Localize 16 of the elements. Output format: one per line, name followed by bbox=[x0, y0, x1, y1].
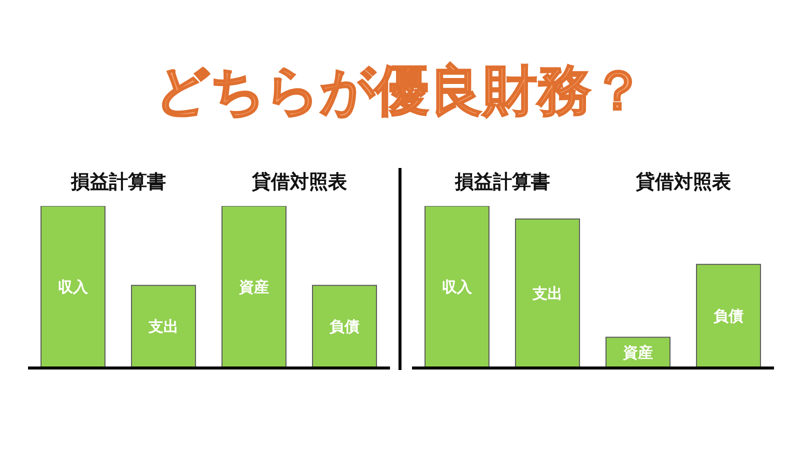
x-tick-label: 収入 bbox=[442, 278, 473, 296]
text: 損益計算書 bbox=[454, 170, 551, 195]
text: 損益計算書 bbox=[70, 170, 167, 195]
x-tick-label: 支出 bbox=[532, 284, 562, 302]
text: どちらが優良財務？ bbox=[154, 58, 646, 124]
bar bbox=[424, 206, 490, 368]
x-tick-label: 資産 bbox=[238, 278, 269, 296]
text: 貸借対照表 bbox=[251, 170, 348, 195]
text: 貸借対照表 bbox=[635, 170, 732, 195]
x-tick-label: 資産 bbox=[622, 344, 653, 362]
x-tick-label: 負債 bbox=[714, 307, 744, 326]
bar bbox=[515, 218, 580, 368]
x-tick-label: 負債 bbox=[330, 318, 360, 336]
bar bbox=[696, 264, 761, 368]
x-tick-label: 収入 bbox=[58, 278, 89, 296]
x-tick-label: 支出 bbox=[148, 318, 178, 336]
